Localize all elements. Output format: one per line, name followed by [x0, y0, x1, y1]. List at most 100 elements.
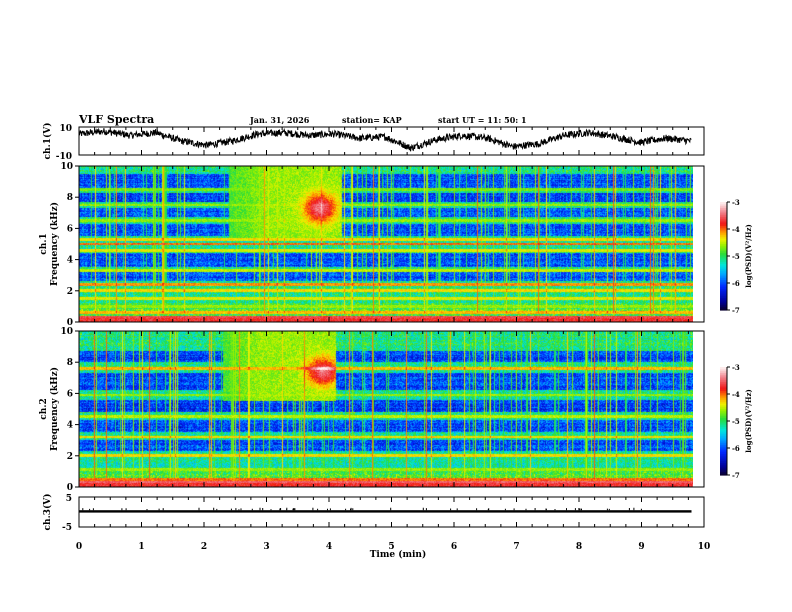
freq-tick-label: 0 [67, 483, 73, 493]
colorbar-swatch [720, 220, 727, 223]
colorbar-swatch [720, 223, 727, 226]
colorbar-tick-label: -4 [732, 390, 740, 399]
colorbar-swatch [720, 277, 727, 280]
colorbar-swatch [720, 295, 727, 298]
colorbar-swatch [720, 254, 727, 257]
colorbar-swatch [720, 457, 727, 460]
ch3-ytick-bottom: -5 [62, 523, 72, 533]
colorbar-tick-label: -3 [732, 363, 740, 372]
colorbar-tick-label: -6 [732, 444, 740, 453]
colorbar-swatch [720, 385, 727, 388]
freq-tick-label: 0 [67, 318, 73, 328]
ch3-waveform-panel: 5 -5 ch.3(V) 0 1 2 3 4 5 6 7 8 9 10 Time (min) [42, 494, 710, 560]
spec1-channel-label: ch.1 [39, 233, 49, 254]
colorbar-swatch [720, 227, 727, 230]
colorbar-swatch [720, 451, 727, 454]
colorbar-swatch [720, 214, 727, 217]
time-tick-label: 9 [638, 542, 644, 552]
colorbar-tick-label: -5 [732, 417, 740, 426]
colorbar-swatch [720, 302, 727, 306]
colorbar-swatch [720, 225, 727, 228]
colorbar-swatch [720, 292, 727, 295]
colorbar-label: log(PSD)(V²/Hz) [744, 389, 753, 453]
ch3-xticks [78, 497, 705, 527]
colorbar-swatch [720, 383, 727, 386]
time-tick-label: 7 [513, 542, 519, 552]
colorbar-swatch [720, 415, 727, 418]
colorbar-swatch [720, 412, 727, 415]
time-tick-label: 4 [326, 542, 332, 552]
colorbar-swatch [720, 261, 727, 264]
freq-tick-label: 2 [67, 452, 73, 462]
freq-tick-label: 10 [60, 327, 73, 337]
colorbar-swatch [720, 256, 727, 259]
colorbar-swatch [720, 449, 727, 453]
colorbar-swatch [720, 424, 727, 427]
colorbar-swatch [720, 368, 727, 372]
colorbar-swatch [720, 462, 727, 465]
colorbar-swatch [720, 408, 727, 411]
freq-tick-label: 10 [60, 162, 73, 172]
colorbar-swatch [720, 279, 727, 282]
colorbar-swatch [720, 455, 727, 458]
colorbar-swatch [720, 218, 727, 221]
colorbar-swatch [720, 230, 727, 234]
freq-tick-label: 6 [67, 224, 73, 234]
freq-tick-label: 4 [67, 421, 73, 431]
colorbar-swatch [720, 388, 727, 391]
colorbar-swatch [720, 252, 727, 255]
colorbar-swatch [720, 229, 727, 232]
ch3-waveform-band [79, 510, 692, 513]
colorbar-swatch [720, 265, 727, 268]
time-tick-label: 10 [698, 542, 711, 552]
colorbar-swatch [720, 397, 727, 400]
colorbar-swatch [720, 241, 727, 244]
colorbar-swatch [720, 281, 727, 284]
colorbar-swatch [720, 268, 727, 271]
colorbar-swatch [720, 243, 727, 246]
date-label: Jan. 31, 2026 [249, 115, 310, 125]
colorbar-swatch [720, 419, 727, 422]
colorbar-swatch [720, 376, 727, 379]
freq-tick-label: 8 [67, 193, 73, 203]
colorbar-swatch [720, 236, 727, 239]
colorbar-swatch [720, 394, 727, 397]
spec2-channel-label: ch.2 [39, 398, 49, 419]
colorbar-swatch [720, 288, 727, 291]
colorbar-swatch [720, 266, 727, 270]
ch1-waveform-panel: 10 -10 ch.1(V) [42, 123, 705, 162]
colorbar-tick-label: -3 [732, 198, 740, 207]
colorbar-swatch [720, 304, 727, 307]
freq-tick-label: 2 [67, 287, 73, 297]
colorbar-swatch [720, 401, 727, 404]
colorbar-swatch [720, 421, 727, 424]
time-tick-label: 1 [138, 542, 144, 552]
colorbar-swatch [720, 403, 727, 406]
colorbar-swatch [720, 381, 727, 384]
colorbar-swatch [720, 272, 727, 275]
colorbar-swatch [720, 239, 727, 243]
colorbar-swatch [720, 275, 727, 279]
colorbar-swatch [720, 444, 727, 447]
colorbar-swatch [720, 379, 727, 382]
colorbar-swatch [720, 205, 727, 208]
colorbar-swatch [720, 290, 727, 293]
colorbar-swatch [720, 440, 727, 444]
freq-tick-label: 8 [67, 358, 73, 368]
colorbar-swatch [720, 293, 727, 297]
ch1-ytick-bottom: -10 [56, 152, 72, 162]
ch3-ytick-top: 5 [66, 494, 72, 504]
colorbar-label: log(PSD)(V²/Hz) [744, 224, 753, 288]
colorbar-swatch [720, 446, 727, 449]
colorbar-swatch [720, 439, 727, 442]
spec2-xticks [78, 331, 705, 487]
colorbar-swatch [720, 435, 727, 438]
colorbar-tick-label: -4 [732, 225, 740, 234]
time-tick-label: 8 [576, 542, 582, 552]
colorbar-tick-label: -7 [732, 471, 740, 480]
colorbar-swatch [720, 406, 727, 409]
colorbar-swatch [720, 390, 727, 393]
colorbar-swatch [720, 377, 727, 381]
colorbar-swatch [720, 453, 727, 456]
colorbar-tick-label: -6 [732, 279, 740, 288]
